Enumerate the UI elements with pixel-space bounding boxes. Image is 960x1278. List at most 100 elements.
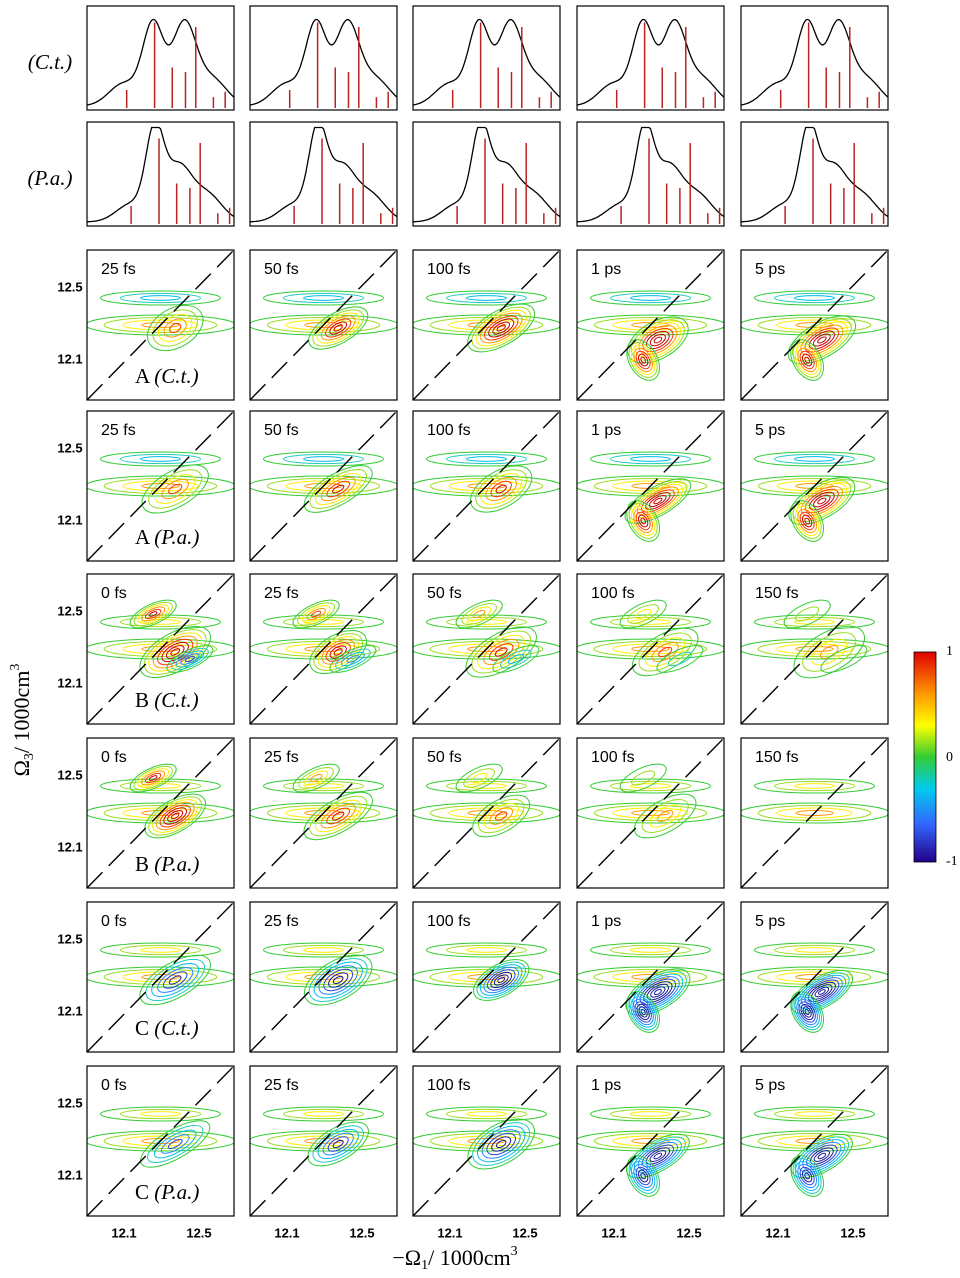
contour (799, 511, 815, 531)
contour (633, 1139, 682, 1173)
contour-panel (250, 942, 397, 1006)
x-tick-label: 12.5 (512, 1225, 537, 1240)
contour (630, 783, 671, 789)
contour (466, 783, 507, 789)
contour (311, 610, 322, 618)
contour (794, 506, 820, 536)
contour (493, 974, 509, 986)
row-letter: B (135, 688, 149, 712)
contour (283, 292, 364, 304)
contour (315, 472, 362, 506)
contour (475, 469, 528, 509)
contour (329, 645, 377, 673)
y-tick-label: 12.5 (57, 440, 82, 455)
contour (161, 478, 189, 500)
contour (811, 984, 833, 1000)
contour (314, 799, 362, 833)
contour (814, 986, 830, 998)
contour (250, 475, 397, 497)
contour (627, 604, 660, 624)
y-tick-label: 12.5 (57, 603, 82, 618)
row-sample: (P.a.) (154, 852, 199, 876)
contour (317, 636, 359, 668)
contour (577, 802, 724, 824)
diagonal (740, 1065, 889, 1217)
spectrum-frame (249, 121, 398, 227)
contour (455, 763, 503, 793)
contour (472, 794, 531, 838)
x-tick-label: 12.1 (274, 1225, 299, 1240)
contour (307, 1121, 369, 1167)
y-tick-label: 12.5 (57, 931, 82, 946)
time-label: 0 fs (101, 913, 127, 930)
time-label: 1 ps (591, 261, 621, 278)
contour (467, 483, 506, 489)
contour (159, 804, 191, 828)
panel-frame (249, 410, 398, 562)
contour (630, 947, 671, 953)
contour (139, 954, 211, 1006)
contour (806, 1144, 838, 1168)
contour (470, 772, 488, 784)
contour (87, 475, 234, 497)
panel-frame (249, 249, 398, 401)
spectrum-frame (86, 121, 235, 227)
contour (754, 1106, 875, 1122)
contour (794, 972, 850, 1012)
row-sample: (P.a.) (154, 525, 199, 549)
contour (624, 478, 692, 524)
contour (148, 469, 203, 509)
contour (103, 1133, 218, 1149)
contour (184, 655, 195, 663)
contour (283, 944, 364, 956)
contour (799, 350, 815, 370)
y-tick-label: 12.1 (57, 1167, 82, 1182)
contour (303, 1111, 344, 1117)
contour (653, 988, 662, 996)
contour (479, 312, 523, 344)
time-label: 150 fs (755, 749, 799, 766)
contour (455, 599, 503, 629)
x-symbol: −Ω (392, 1245, 421, 1270)
contour (426, 1106, 547, 1122)
contour (630, 1111, 671, 1117)
y-superscript: 3 (8, 664, 23, 671)
contour (656, 645, 704, 673)
contour (320, 803, 356, 829)
contour (426, 290, 547, 306)
row-label: B (C.t.) (135, 688, 199, 712)
contour (491, 1136, 512, 1152)
contour (638, 325, 678, 355)
contour (263, 1106, 384, 1122)
contour (481, 1129, 521, 1159)
spectrum-curve (412, 18, 561, 106)
row-label: C (C.t.) (135, 1016, 199, 1040)
contour (250, 802, 397, 824)
contour (577, 475, 724, 497)
contour-panel (87, 942, 234, 1006)
time-label: 25 fs (101, 422, 136, 439)
contour (612, 643, 689, 655)
contour (593, 478, 708, 494)
contour (283, 780, 364, 792)
contour (448, 1135, 525, 1147)
contour-panel (250, 451, 397, 513)
contour (630, 996, 656, 1028)
y-unit: / 1000cm (9, 671, 34, 754)
contour (794, 1111, 835, 1117)
contour-panel (413, 451, 560, 513)
contour (817, 989, 826, 995)
contour (631, 810, 670, 816)
contour (634, 322, 682, 358)
contour (309, 629, 368, 675)
contour (802, 1006, 812, 1018)
contour (346, 655, 360, 663)
contour (145, 958, 206, 1002)
contour (143, 629, 207, 675)
contour (628, 342, 658, 378)
contour (593, 641, 708, 657)
contour (303, 783, 344, 789)
contour (163, 318, 187, 338)
contour (333, 324, 343, 332)
contour (446, 1108, 527, 1120)
